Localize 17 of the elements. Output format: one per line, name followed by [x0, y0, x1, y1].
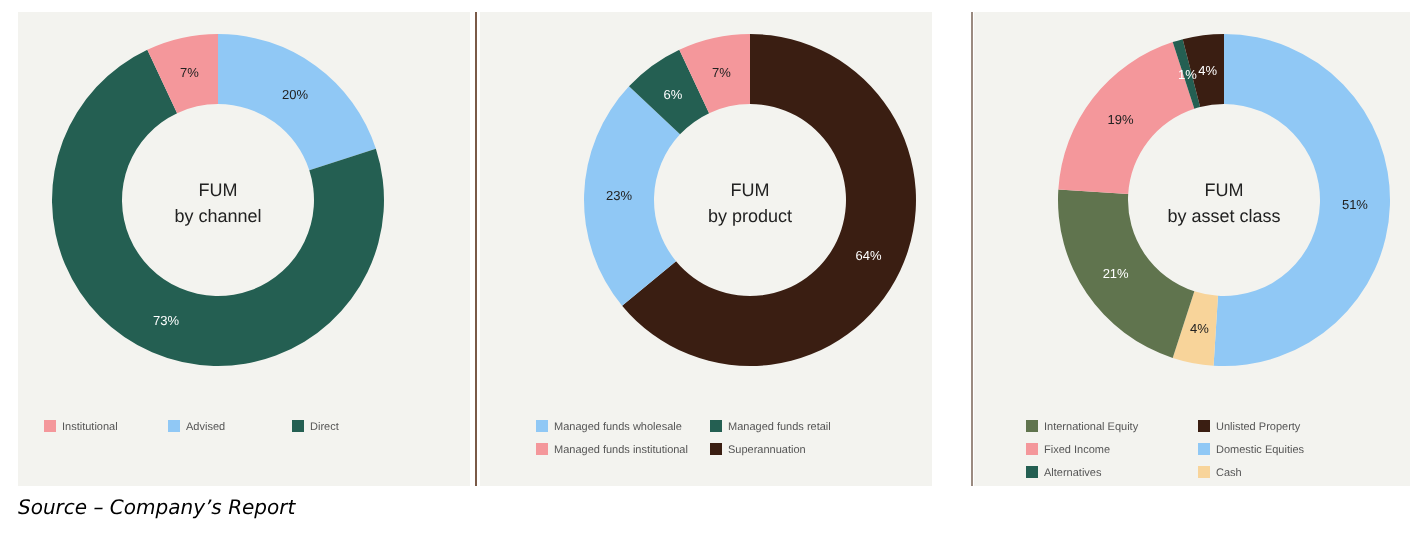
text: by product [707, 206, 794, 226]
donut-slice [1058, 42, 1195, 194]
text: FUM [1204, 180, 1244, 200]
donut-slice [52, 49, 384, 366]
donut-slice [584, 86, 681, 306]
text: by asset class [1167, 206, 1282, 226]
donut-slice [628, 49, 710, 135]
donut-slice [1172, 39, 1201, 109]
text: by channel [174, 206, 262, 226]
donut-slice [1182, 34, 1224, 108]
donut-slice [679, 34, 750, 114]
text: FUM [730, 180, 770, 200]
donut-slice [1172, 291, 1218, 366]
donut-slice [147, 34, 218, 114]
text: FUM [198, 180, 238, 200]
donut-slice [218, 34, 376, 171]
source-note: Source – Company’s Report [18, 498, 298, 520]
